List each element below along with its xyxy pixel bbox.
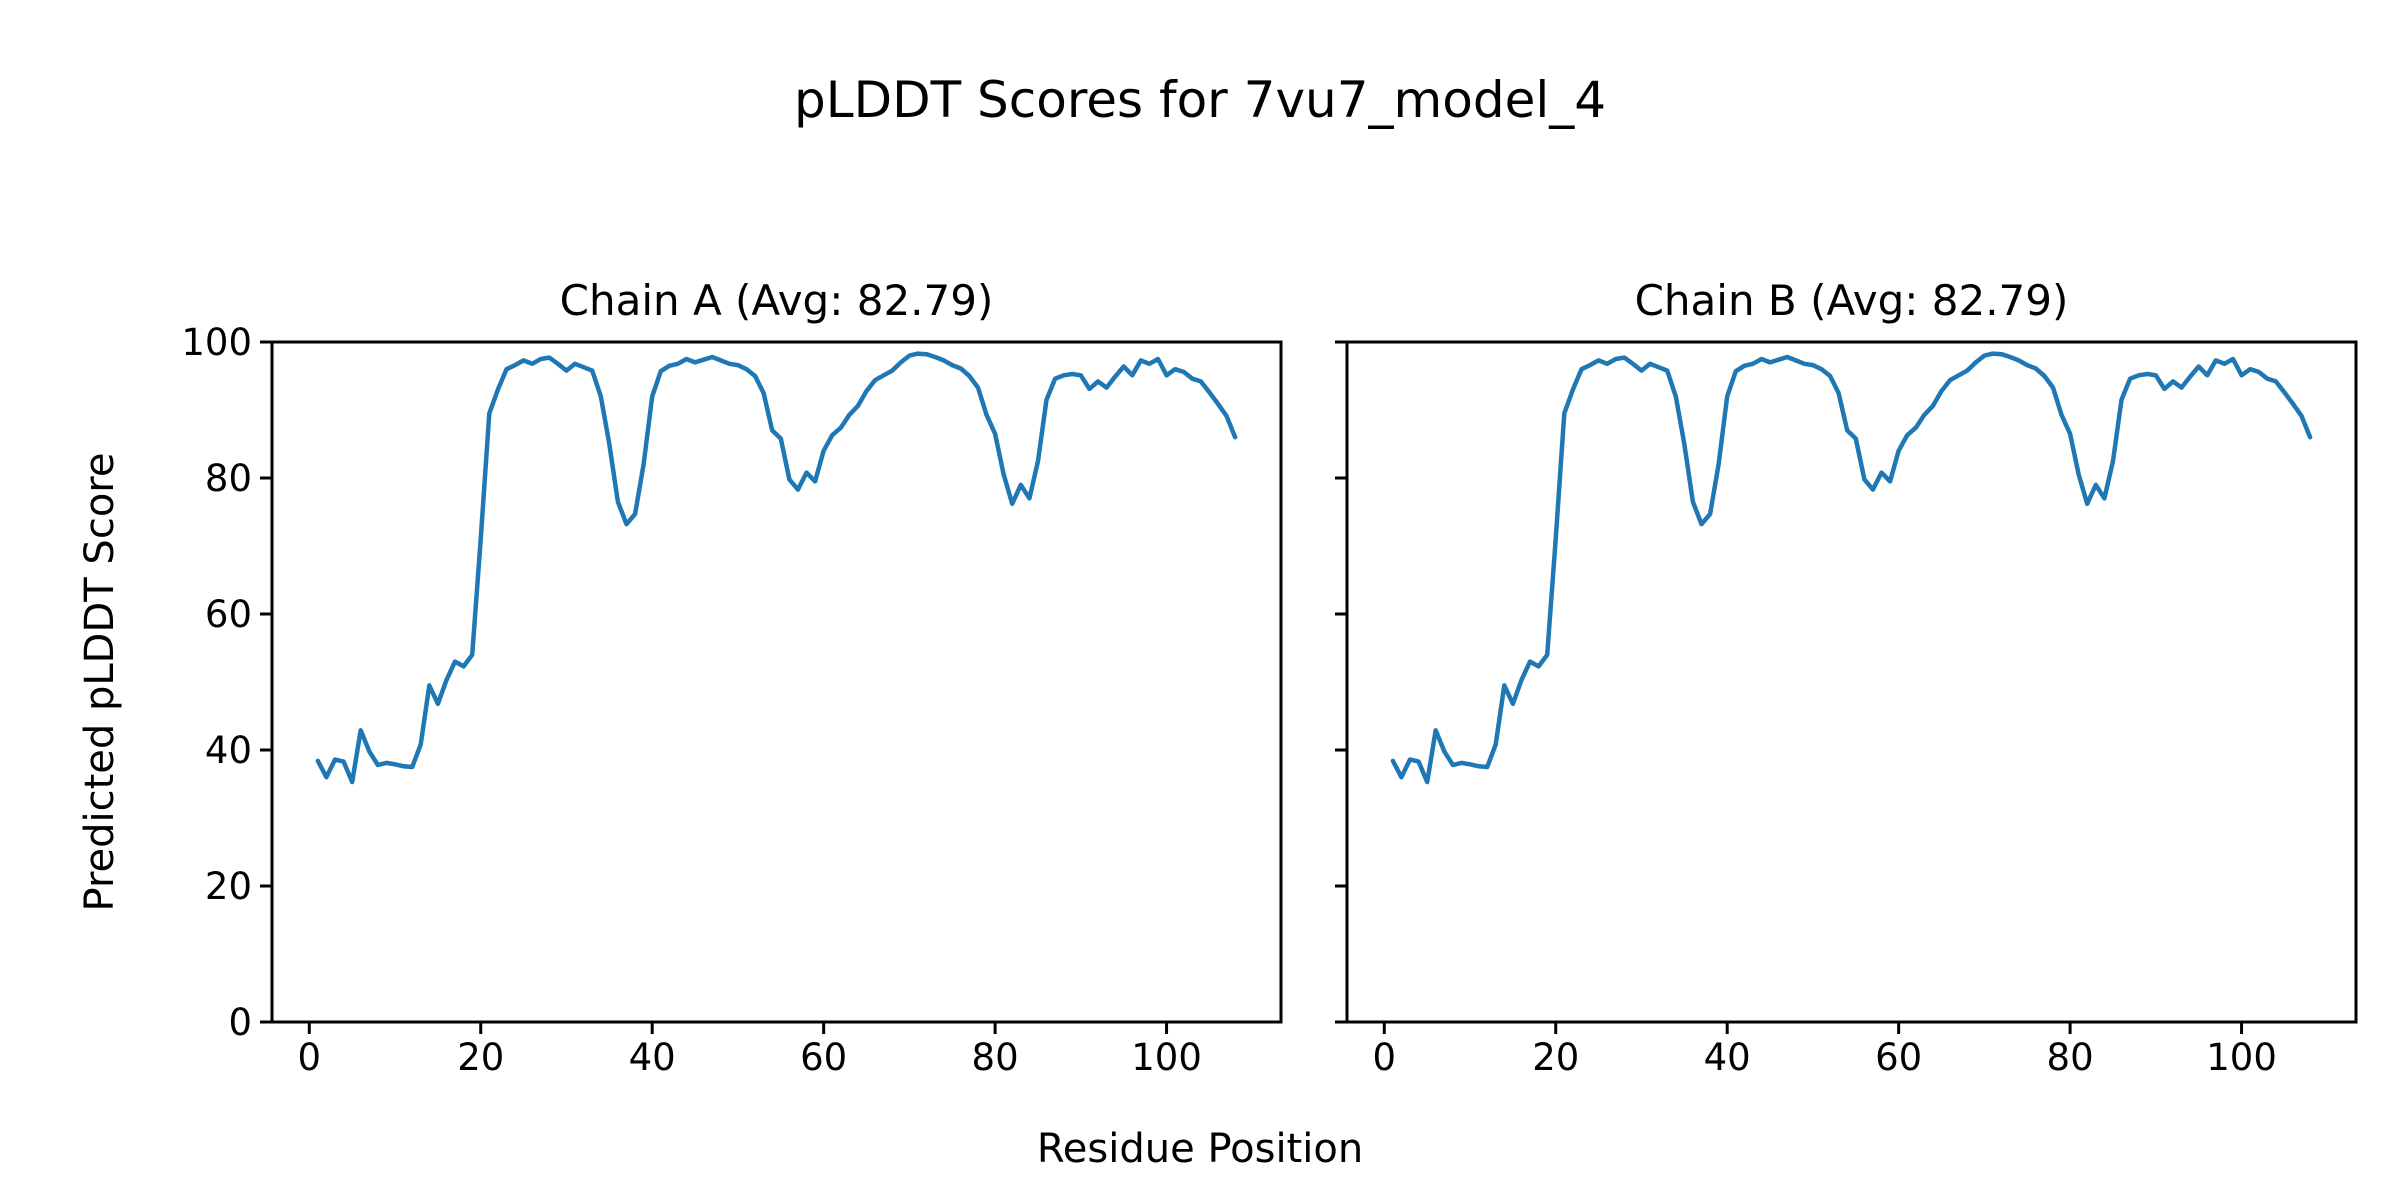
axes-frame-chain-a: [270, 340, 1283, 1024]
x-tick-label-chain-a: 60: [800, 1036, 847, 1079]
x-tick-label-chain-a: 100: [1131, 1036, 1202, 1079]
x-tick-label-chain-a: 20: [457, 1036, 504, 1079]
x-axis-label: Residue Position: [1036, 1126, 1364, 1172]
subplot-title-chain-a: Chain A (Avg: 82.79): [559, 276, 994, 325]
y-axis-label: Predicted pLDDT Score: [77, 452, 123, 912]
y-tick-label: 80: [205, 457, 252, 500]
y-tick-label: 0: [228, 1001, 252, 1044]
x-tick-label-chain-b: 20: [1532, 1036, 1579, 1079]
x-tick-label-chain-b: 80: [2047, 1036, 2094, 1079]
x-tick-label-chain-b: 60: [1875, 1036, 1922, 1079]
subplot-title-chain-b: Chain B (Avg: 82.79): [1634, 276, 2069, 325]
x-tick-label-chain-b: 0: [1373, 1036, 1397, 1079]
y-tick-label: 40: [205, 729, 252, 772]
plddt-line-chain-b: [1390, 351, 2313, 785]
x-tick-label-chain-a: 0: [298, 1036, 322, 1079]
y-tick-label: 60: [205, 593, 252, 636]
figure-title: pLDDT Scores for 7vu7_model_4: [793, 71, 1607, 129]
y-tick-label: 100: [181, 321, 252, 364]
y-tick-label: 20: [205, 865, 252, 908]
x-tick-label-chain-b: 40: [1704, 1036, 1751, 1079]
plddt-line-chain-a: [315, 351, 1238, 785]
x-tick-label-chain-b: 100: [2206, 1036, 2277, 1079]
x-tick-label-chain-a: 40: [629, 1036, 676, 1079]
x-tick-label-chain-a: 80: [972, 1036, 1019, 1079]
axes-frame-chain-b: [1345, 340, 2358, 1024]
